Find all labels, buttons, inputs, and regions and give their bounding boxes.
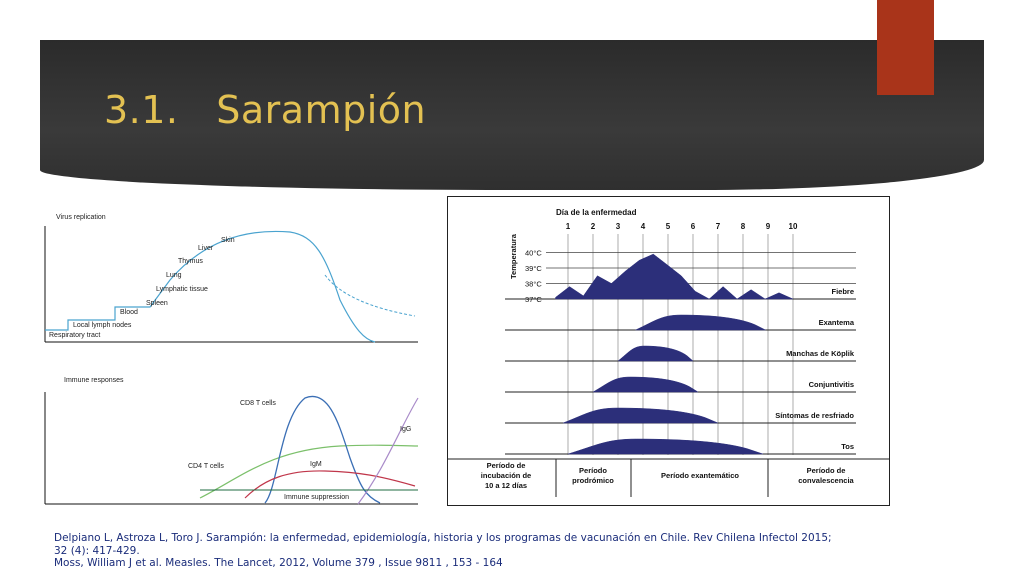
symptom-row-labels: Fiebre Exantema Manchas de Köplik Conjuntiv… bbox=[775, 287, 855, 451]
virus-curve bbox=[45, 230, 376, 343]
symptom-shape-2 bbox=[617, 345, 694, 362]
reference-line-3: Moss, William J et al. Measles. The Lanc… bbox=[54, 557, 503, 569]
symptom-shape-1 bbox=[635, 314, 766, 331]
igg-curve bbox=[357, 397, 419, 505]
slide-title: 3.1. Sarampión bbox=[104, 88, 427, 132]
symptom-rows bbox=[505, 253, 856, 455]
temperature-labels: 40°C39°C38°C37°C bbox=[525, 249, 542, 305]
day-labels: 1 2 3 4 5 6 7 8 9 10 bbox=[566, 222, 798, 231]
period-label-0-1: incubación de bbox=[481, 471, 531, 480]
label-local-lymph-nodes: Local lymph nodes bbox=[73, 322, 132, 329]
virus-replication-svg: Virus replication Respiratory tract Loca… bbox=[44, 214, 418, 343]
igm-curve bbox=[244, 470, 416, 499]
label-liver: Liver bbox=[198, 245, 214, 252]
label-immune-suppression: Immune suppression bbox=[284, 494, 349, 501]
virus-replication-figure: Virus replication Respiratory tract Loca… bbox=[40, 200, 420, 348]
period-label-1-1: prodrómico bbox=[572, 476, 614, 485]
symptom-shape-0 bbox=[555, 253, 794, 300]
label-spleen: Spleen bbox=[146, 300, 168, 307]
symptom-shape-4 bbox=[562, 407, 719, 424]
period-label-3-1: convalescencia bbox=[798, 476, 854, 485]
measles-timeline-figure: Día de la enfermedad Temperatura 1 2 3 4 5 6 7… bbox=[447, 196, 890, 506]
reference-line-1: Delpiano L, Astroza L, Toro J. Sarampión… bbox=[54, 532, 832, 544]
immune-responses-figure: Immune responses CD8 T cells CD4 T cells… bbox=[40, 368, 420, 508]
day-label-5: 5 bbox=[666, 222, 671, 231]
symptom-label-5: Tos bbox=[841, 442, 854, 451]
symptom-label-2: Manchas de Köplik bbox=[786, 349, 855, 358]
day-label-4: 4 bbox=[641, 222, 646, 231]
symptom-label-1: Exantema bbox=[819, 318, 855, 327]
immune-responses-svg: Immune responses CD8 T cells CD4 T cells… bbox=[44, 377, 419, 505]
symptom-label-0: Fiebre bbox=[831, 287, 854, 296]
symptom-label-3: Conjuntivitis bbox=[809, 380, 854, 389]
label-cd8-t-cells: CD8 T cells bbox=[240, 400, 276, 407]
temperature-axis-label: Temperatura bbox=[509, 233, 518, 279]
label-cd4-t-cells: CD4 T cells bbox=[188, 463, 224, 470]
symptom-shape-5 bbox=[567, 438, 764, 455]
title-banner bbox=[40, 40, 984, 190]
virus-curve-dashed bbox=[324, 274, 416, 317]
references: Delpiano L, Astroza L, Toro J. Sarampión… bbox=[54, 532, 954, 570]
period-label-1-0: Período bbox=[579, 466, 607, 475]
day-label-8: 8 bbox=[741, 222, 746, 231]
cd8-curve bbox=[264, 395, 381, 504]
label-blood: Blood bbox=[120, 309, 138, 316]
temp-label-39: 39°C bbox=[525, 264, 542, 273]
label-igm: IgM bbox=[310, 461, 322, 468]
day-label-6: 6 bbox=[691, 222, 696, 231]
day-label-1: 1 bbox=[566, 222, 571, 231]
day-label-10: 10 bbox=[789, 222, 798, 231]
temp-label-40: 40°C bbox=[525, 249, 542, 258]
label-lymphatic-tissue: Lymphatic tissue bbox=[156, 286, 208, 293]
day-label-7: 7 bbox=[716, 222, 721, 231]
day-header: Día de la enfermedad bbox=[556, 208, 637, 217]
immune-chart-title: Immune responses bbox=[64, 377, 124, 384]
accent-tab bbox=[877, 0, 934, 95]
period-label-0-2: 10 a 12 días bbox=[485, 481, 527, 490]
measles-timeline-svg: Día de la enfermedad Temperatura 1 2 3 4 5 6 7… bbox=[448, 208, 889, 497]
period-label-0-0: Período de bbox=[487, 461, 526, 470]
virus-chart-title: Virus replication bbox=[56, 214, 106, 221]
temp-label-38: 38°C bbox=[525, 280, 542, 289]
period-label-2-0: Período exantemático bbox=[661, 471, 739, 480]
symptom-shape-3 bbox=[592, 376, 699, 393]
label-lung: Lung bbox=[166, 272, 182, 279]
day-label-3: 3 bbox=[616, 222, 621, 231]
day-label-9: 9 bbox=[766, 222, 771, 231]
label-skin: Skin bbox=[221, 237, 235, 244]
day-label-2: 2 bbox=[591, 222, 596, 231]
label-thymus: Thymus bbox=[178, 258, 203, 265]
symptom-label-4: Síntomas de resfriado bbox=[775, 411, 854, 420]
cd4-curve bbox=[199, 444, 419, 499]
label-respiratory-tract: Respiratory tract bbox=[49, 332, 100, 339]
period-label-3-0: Período de bbox=[807, 466, 846, 475]
reference-line-2: 32 (4): 417-429. bbox=[54, 544, 140, 557]
label-igg: IgG bbox=[400, 426, 411, 433]
